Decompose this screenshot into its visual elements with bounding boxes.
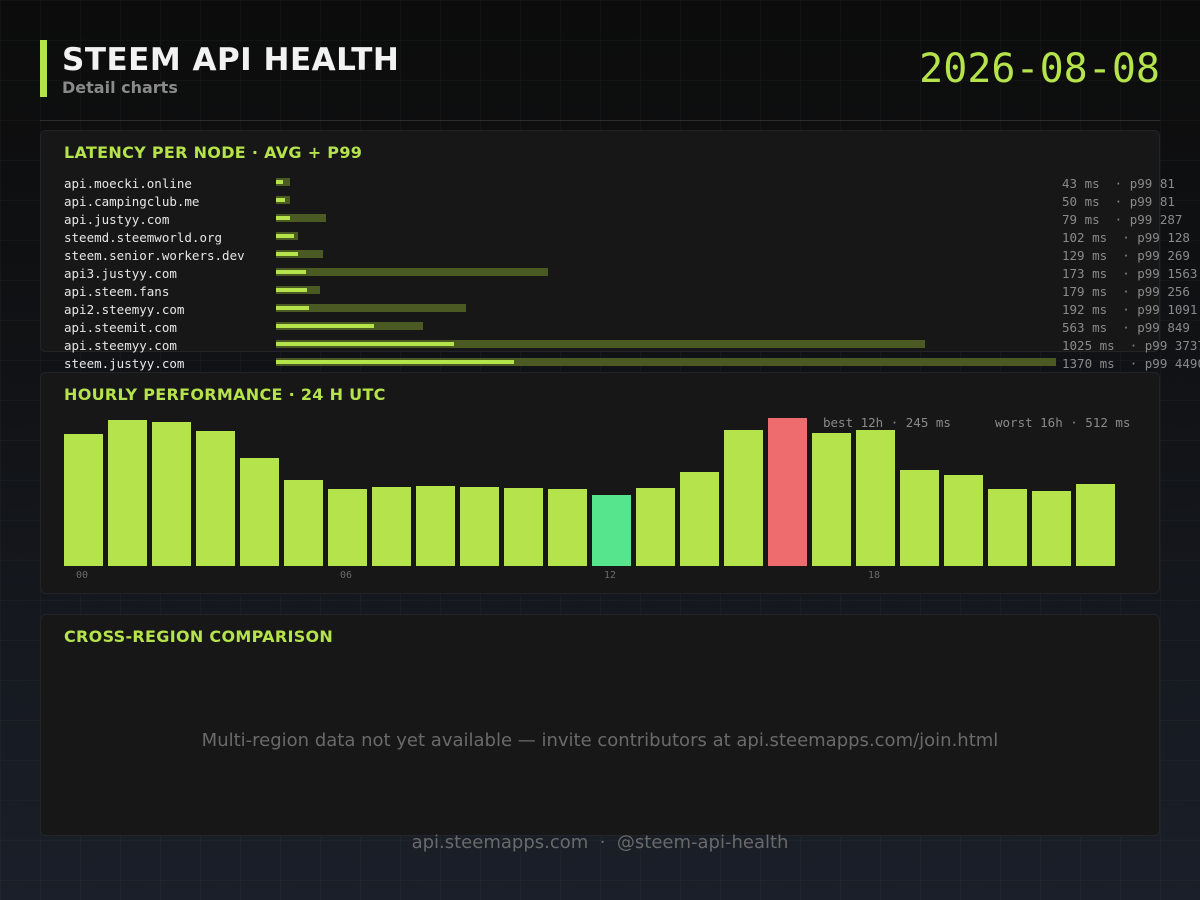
hourly-bar xyxy=(724,429,763,566)
node-name: steem.justyy.com xyxy=(64,356,185,371)
hour-tick-label: 12 xyxy=(604,570,617,581)
avg-bar xyxy=(276,234,294,238)
avg-bar xyxy=(276,324,374,328)
region-panel: CROSS-REGION COMPARISON xyxy=(40,614,1160,836)
avg-bar xyxy=(276,252,299,256)
latency-row: steem.justyy.com 1370 ms · p99 4490 xyxy=(64,354,1200,372)
latency-row: steem.senior.workers.dev 129 ms · p99 269 xyxy=(64,246,1200,264)
region-empty-message: Multi-region data not yet available — in… xyxy=(201,730,999,751)
latency-panel: LATENCY PER NODE · AVG + P99 xyxy=(40,130,1160,352)
latency-value-label: 563 ms · p99 849 xyxy=(1062,320,1190,335)
hour-tick-label: 06 xyxy=(340,570,353,581)
latency-value-label: 102 ms · p99 128 xyxy=(1062,230,1190,245)
hourly-bar xyxy=(548,488,587,566)
hourly-bar xyxy=(504,487,543,566)
page-title: STEEM API HEALTH xyxy=(62,42,400,78)
p99-bar xyxy=(276,268,548,276)
avg-bar xyxy=(276,360,514,364)
latency-row: api.steemyy.com 1025 ms · p99 3737 xyxy=(64,336,1200,354)
latency-row: api2.steemyy.com 192 ms · p99 1091 xyxy=(64,300,1200,318)
latency-value-label: 129 ms · p99 269 xyxy=(1062,248,1190,263)
avg-bar xyxy=(276,342,455,346)
node-name: api.justyy.com xyxy=(64,212,170,227)
worst-hour-label: worst 16h · 512 ms xyxy=(995,415,1131,430)
hourly-bar xyxy=(900,469,939,566)
latency-value-label: 1370 ms · p99 4490 xyxy=(1062,356,1200,371)
page-subtitle: Detail charts xyxy=(62,78,178,97)
node-name: api2.steemyy.com xyxy=(64,302,185,317)
p99-bar xyxy=(276,304,466,312)
avg-bar xyxy=(276,270,307,274)
hourly-bar xyxy=(240,458,279,566)
node-name: api3.justyy.com xyxy=(64,266,177,281)
avg-bar xyxy=(276,306,310,310)
latency-row: api.steem.fans 179 ms · p99 256 xyxy=(64,282,1200,300)
latency-value-label: 179 ms · p99 256 xyxy=(1062,284,1190,299)
hourly-bar xyxy=(460,486,499,566)
hour-tick-label: 00 xyxy=(76,570,89,581)
hourly-bar-worst xyxy=(768,418,807,566)
node-name: api.campingclub.me xyxy=(64,194,200,209)
latency-value-label: 1025 ms · p99 3737 xyxy=(1062,338,1200,353)
hourly-bar xyxy=(284,480,323,566)
p99-bar xyxy=(276,340,926,348)
hourly-bar xyxy=(416,485,455,566)
p99-bar xyxy=(276,214,326,222)
node-name: steem.senior.workers.dev xyxy=(64,248,245,263)
hourly-bar xyxy=(372,486,411,566)
latency-panel-title: LATENCY PER NODE · AVG + P99 xyxy=(64,143,363,162)
node-name: api.moecki.online xyxy=(64,176,192,191)
hourly-bar xyxy=(856,430,895,566)
hourly-bar xyxy=(108,419,147,566)
hourly-bar xyxy=(636,487,675,566)
hourly-bar xyxy=(812,432,851,566)
latency-value-label: 79 ms · p99 287 xyxy=(1062,212,1183,227)
hourly-panel-title: HOURLY PERFORMANCE · 24 H UTC xyxy=(64,385,386,404)
latency-row: api3.justyy.com 173 ms · p99 1563 xyxy=(64,264,1200,282)
hourly-bar xyxy=(152,422,191,566)
latency-row: api.moecki.online 43 ms · p99 81 xyxy=(64,174,1200,192)
hourly-bar xyxy=(988,489,1027,566)
region-panel-title: CROSS-REGION COMPARISON xyxy=(64,627,334,646)
latency-value-label: 192 ms · p99 1091 xyxy=(1062,302,1198,317)
hourly-bar xyxy=(1076,483,1115,566)
latency-row: api.campingclub.me 50 ms · p99 81 xyxy=(64,192,1200,210)
latency-row: api.justyy.com 79 ms · p99 287 xyxy=(64,210,1200,228)
latency-value-label: 50 ms · p99 81 xyxy=(1062,194,1175,209)
hourly-bar xyxy=(680,472,719,566)
hourly-bar xyxy=(328,488,367,566)
hourly-bar xyxy=(1032,490,1071,566)
hourly-bar-best xyxy=(592,495,631,566)
avg-bar xyxy=(276,198,285,202)
title-accent-bar xyxy=(40,40,47,97)
footer-text: api.steemapps.com · @steem-api-health xyxy=(411,832,789,853)
hourly-bar xyxy=(64,433,103,566)
header-divider xyxy=(40,120,1160,121)
avg-bar xyxy=(276,288,308,292)
latency-row: steemd.steemworld.org 102 ms · p99 128 xyxy=(64,228,1200,246)
report-date: 2026-08-08 xyxy=(919,46,1160,92)
avg-bar xyxy=(276,216,290,220)
node-name: api.steemyy.com xyxy=(64,338,177,353)
p99-bar xyxy=(276,358,1056,366)
node-name: api.steemit.com xyxy=(64,320,177,335)
avg-bar xyxy=(276,180,284,184)
best-hour-label: best 12h · 245 ms xyxy=(823,415,951,430)
latency-value-label: 43 ms · p99 81 xyxy=(1062,176,1175,191)
hourly-bar xyxy=(196,430,235,566)
p99-bar xyxy=(276,250,323,258)
hourly-bar xyxy=(944,474,983,566)
hour-tick-label: 18 xyxy=(868,570,881,581)
node-name: api.steem.fans xyxy=(64,284,170,299)
node-name: steemd.steemworld.org xyxy=(64,230,223,245)
latency-value-label: 173 ms · p99 1563 xyxy=(1062,266,1198,281)
latency-row: api.steemit.com 563 ms · p99 849 xyxy=(64,318,1200,336)
